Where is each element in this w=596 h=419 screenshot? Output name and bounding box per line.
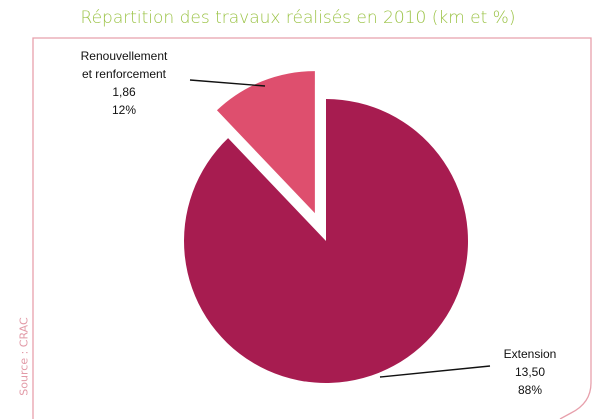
source-note: Source : CRAC <box>17 317 31 396</box>
data-label-extension: Extension 13,50 88% <box>504 347 557 397</box>
chart-frame <box>32 37 592 419</box>
pie-slice-renouvellement-et-renforcement <box>216 71 315 214</box>
leader-line-extension <box>379 365 491 378</box>
pie-slice-extension <box>184 99 469 383</box>
chart-title: Répartition des travaux réalisés en 2010… <box>80 8 516 28</box>
data-label-renouvellement-et-renforcement: Renouvellement et renforcement 1,86 12% <box>81 49 168 117</box>
leader-line-renouvellement-et-renforcement <box>189 79 266 87</box>
